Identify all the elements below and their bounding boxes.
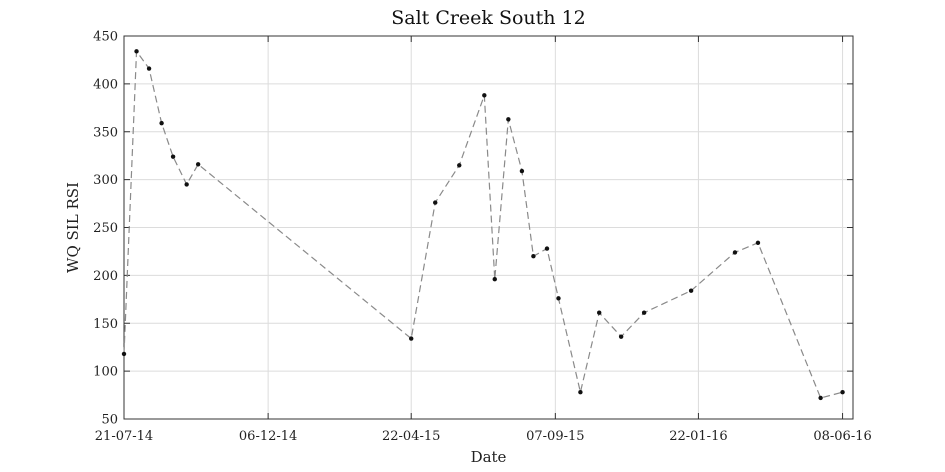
data-point: [121, 351, 127, 357]
data-point: [492, 277, 497, 282]
x-tick-label: 06-12-14: [239, 429, 297, 444]
y-tick-label: 100: [93, 365, 118, 380]
data-point: [433, 200, 438, 205]
y-tick-label: 350: [93, 125, 118, 140]
y-axis-label: WQ SIL RSI: [64, 182, 82, 273]
data-point: [170, 154, 176, 159]
data-point: [482, 93, 487, 98]
data-point: [544, 246, 550, 251]
grid: [123, 35, 853, 420]
data-point: [506, 117, 511, 122]
data-point: [556, 296, 561, 301]
axis-ticks: 50 100 150 200 250 300 350 400 450 21-07-14 06-12-…: [93, 30, 872, 445]
data-point: [840, 389, 845, 395]
y-tick-label: 50: [101, 413, 118, 428]
data-point: [688, 288, 694, 293]
data-point: [641, 310, 647, 315]
y-tick-label: 400: [93, 77, 118, 92]
y-tick-label: 200: [93, 269, 118, 284]
data-point: [755, 240, 761, 246]
data-point: [184, 182, 189, 187]
series-line: [123, 49, 843, 399]
x-tick-label: 21-07-14: [95, 429, 153, 444]
data-point: [818, 395, 823, 401]
x-tick-label: 07-09-15: [526, 429, 584, 444]
data-point: [732, 250, 738, 255]
data-point: [146, 66, 152, 71]
y-tick-label: 300: [93, 173, 118, 188]
series-layer: [121, 49, 845, 401]
data-point: [578, 389, 583, 395]
data-point: [409, 336, 414, 341]
x-tick-label: 22-01-16: [669, 429, 727, 444]
x-tick-label: 08-06-16: [813, 429, 871, 444]
data-point: [618, 334, 624, 339]
data-point: [134, 49, 139, 54]
x-axis-label: Date: [471, 448, 507, 466]
y-tick-label: 150: [93, 317, 118, 332]
y-tick-label: 250: [93, 221, 118, 236]
chart-title: Salt Creek South 12: [391, 7, 586, 29]
data-point: [531, 254, 536, 259]
y-tick-label: 450: [93, 30, 118, 45]
data-point: [457, 163, 462, 168]
x-tick-label: 22-04-15: [382, 429, 440, 444]
data-point: [195, 162, 201, 167]
data-point: [597, 310, 602, 315]
data-point: [159, 120, 164, 126]
data-point: [519, 168, 525, 174]
